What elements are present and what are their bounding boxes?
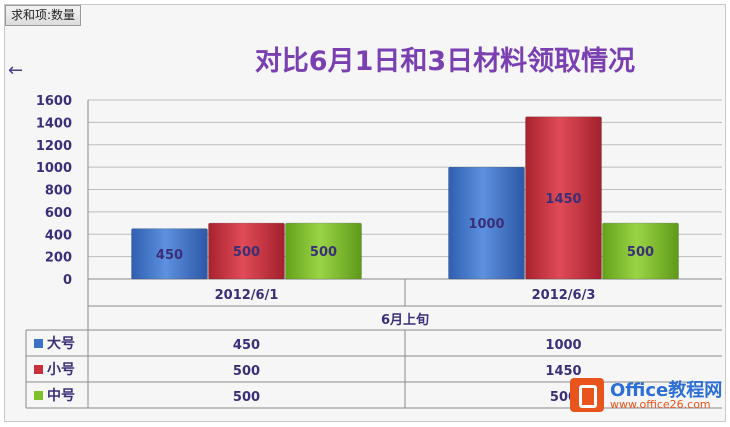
office-logo-icon	[570, 378, 604, 412]
y-tick-label: 400	[45, 228, 72, 243]
bar-value-label: 500	[233, 245, 260, 260]
x-group-label: 6月上旬	[381, 312, 429, 328]
legend-swatch-小号	[34, 365, 43, 374]
bar-中号	[602, 222, 679, 280]
chart-frame	[4, 4, 726, 422]
bar-小号	[208, 222, 285, 280]
bar-value-label: 450	[156, 248, 183, 263]
y-tick-label: 1200	[36, 139, 72, 154]
y-tick-label: 0	[63, 273, 72, 288]
bar-value-label: 1000	[468, 217, 504, 232]
legend-swatch-中号	[34, 391, 43, 400]
legend-label: 中号	[47, 387, 75, 404]
bar-大号	[131, 228, 208, 280]
legend-label: 大号	[47, 335, 75, 352]
bar-value-label: 1450	[545, 192, 581, 207]
y-tick-label: 200	[45, 251, 72, 266]
legend-label: 小号	[47, 362, 75, 378]
chart-title: 对比6月1日和3日材料领取情况	[255, 46, 635, 77]
legend-swatch-大号	[34, 339, 43, 348]
watermark-url: www.office26.com	[610, 398, 711, 411]
table-cell-value: 500	[233, 390, 260, 405]
bar-大号	[448, 166, 525, 280]
site-watermark: Office教程网 www.office26.com	[570, 374, 723, 416]
pivot-field-button[interactable]: 求和项:数量	[5, 5, 82, 26]
table-cell-value: 500	[233, 364, 260, 379]
x-category-label: 2012/6/3	[532, 288, 596, 303]
table-cell-value: 1450	[545, 364, 581, 379]
bar-value-label: 500	[310, 245, 337, 260]
watermark-name: Office教程网	[610, 380, 723, 401]
bar-中号	[285, 222, 362, 280]
y-tick-label: 600	[45, 206, 72, 221]
back-arrow-icon[interactable]: ←	[8, 60, 24, 81]
bar-小号	[525, 116, 602, 280]
y-tick-label: 1600	[36, 94, 72, 109]
table-cell-value: 1000	[545, 338, 581, 353]
x-category-label: 2012/6/1	[215, 288, 279, 303]
y-tick-label: 1000	[36, 161, 72, 176]
y-tick-label: 800	[45, 184, 72, 199]
bar-value-label: 500	[627, 245, 654, 260]
y-tick-label: 1400	[36, 116, 72, 131]
table-cell-value: 450	[233, 338, 260, 353]
